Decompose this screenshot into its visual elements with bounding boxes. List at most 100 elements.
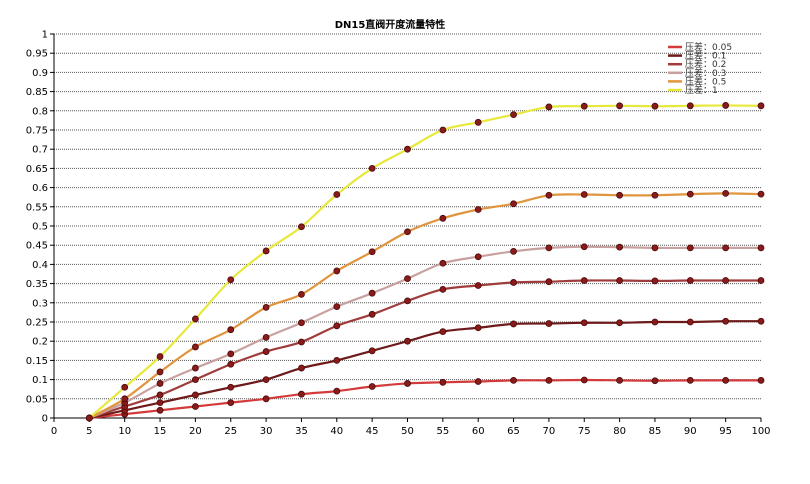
data-point	[580, 243, 588, 251]
data-point	[616, 277, 623, 284]
data-point	[616, 102, 623, 110]
data-point	[757, 376, 765, 384]
x-tick-label: 40	[330, 426, 343, 437]
x-tick-label: 35	[295, 426, 308, 437]
data-point	[722, 189, 730, 197]
y-tick-label: 0.55	[26, 202, 48, 213]
legend-label: 压差：0.2	[685, 58, 726, 70]
data-point	[333, 356, 341, 364]
data-point	[191, 391, 199, 399]
x-tick-label: 10	[118, 426, 131, 437]
data-point	[85, 414, 93, 422]
data-point	[227, 326, 235, 334]
data-point	[333, 191, 341, 198]
data-point	[545, 376, 553, 384]
data-point	[156, 391, 164, 399]
x-tick-label: 90	[684, 426, 697, 437]
data-point	[686, 102, 694, 110]
data-point	[545, 278, 553, 286]
data-point	[333, 322, 341, 330]
data-point	[404, 145, 411, 153]
data-point	[227, 399, 235, 407]
data-point	[262, 304, 270, 311]
data-point	[510, 200, 517, 208]
data-point	[439, 328, 447, 336]
data-point	[722, 376, 730, 384]
data-point	[580, 102, 588, 110]
data-point	[510, 376, 517, 384]
data-point	[757, 244, 765, 252]
data-point	[545, 191, 553, 199]
y-tick-label: 0.8	[32, 106, 48, 117]
data-point	[510, 111, 517, 119]
data-point	[298, 390, 305, 398]
data-point	[439, 214, 447, 222]
data-point	[404, 228, 411, 236]
chart-title: DN15直阀开度流量特性	[335, 18, 446, 31]
data-point	[121, 395, 129, 403]
data-point	[616, 319, 623, 327]
data-point	[298, 290, 305, 298]
data-point	[545, 320, 553, 327]
x-tick-label: 60	[472, 426, 485, 437]
y-tick-label: 0.15	[26, 356, 48, 367]
legend-label: 压差：0.3	[685, 67, 726, 79]
series-lines	[88, 104, 762, 420]
data-point	[651, 377, 659, 385]
x-tick-label: 15	[154, 426, 167, 437]
data-point	[368, 289, 376, 297]
x-tick-label: 5	[86, 426, 92, 437]
data-point	[368, 248, 376, 256]
y-tick-label: 0	[42, 414, 48, 425]
data-point	[616, 191, 623, 199]
data-point	[404, 275, 411, 283]
data-point	[368, 164, 376, 172]
data-point	[404, 337, 411, 345]
legend-label: 压差：0.1	[685, 50, 726, 62]
y-tick-label: 0.35	[26, 279, 48, 290]
data-point	[651, 244, 659, 252]
data-point	[439, 378, 447, 386]
y-tick-label: 0.9	[32, 68, 48, 79]
data-point	[580, 319, 588, 327]
data-point	[580, 376, 588, 384]
data-point	[722, 102, 730, 109]
y-tick-label: 0.6	[32, 183, 48, 194]
data-point	[121, 383, 129, 391]
data-point	[686, 190, 694, 198]
data-point	[510, 247, 517, 255]
data-point	[722, 244, 730, 252]
data-point	[227, 383, 235, 391]
data-point	[651, 191, 659, 199]
data-point	[404, 297, 411, 305]
data-point	[262, 395, 270, 403]
data-point	[227, 276, 235, 284]
x-tick-label: 55	[436, 426, 449, 437]
y-tick-label: 0.65	[26, 164, 48, 175]
data-point	[333, 387, 341, 395]
data-point	[651, 102, 659, 110]
data-point	[262, 348, 270, 355]
data-point	[722, 317, 730, 325]
y-tick-label: 0.25	[26, 318, 48, 329]
data-point	[262, 247, 270, 255]
data-point	[333, 303, 341, 311]
y-tick-label: 0.85	[26, 87, 48, 98]
data-point	[580, 277, 588, 284]
data-point	[686, 244, 694, 252]
data-point	[191, 376, 199, 384]
data-point	[757, 190, 765, 198]
y-tick-label: 0.1	[32, 375, 48, 386]
data-point	[404, 380, 411, 387]
data-point	[156, 353, 164, 360]
data-point	[686, 318, 694, 326]
data-point	[474, 282, 482, 289]
x-tick-label: 20	[189, 426, 202, 437]
data-point	[757, 102, 765, 110]
data-point	[156, 406, 164, 414]
data-point	[439, 126, 447, 134]
y-tick-label: 0.05	[26, 394, 48, 405]
data-point	[474, 118, 482, 126]
